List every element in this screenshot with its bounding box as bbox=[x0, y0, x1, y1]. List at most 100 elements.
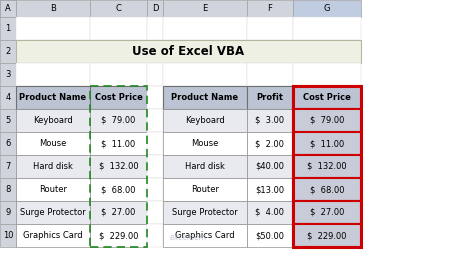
Bar bbox=[16, 201, 90, 224]
Bar bbox=[16, 86, 90, 109]
Bar bbox=[90, 155, 147, 178]
Text: Profit: Profit bbox=[256, 93, 283, 102]
Text: Surge Protector: Surge Protector bbox=[20, 208, 86, 217]
Text: Hard disk: Hard disk bbox=[33, 162, 73, 171]
Text: 9: 9 bbox=[5, 208, 10, 217]
Bar bbox=[90, 86, 147, 247]
Bar bbox=[163, 109, 247, 132]
Text: $  132.00: $ 132.00 bbox=[99, 162, 138, 171]
Bar bbox=[16, 40, 361, 63]
Text: Use of Excel VBA: Use of Excel VBA bbox=[132, 45, 245, 58]
Text: 8: 8 bbox=[5, 185, 11, 194]
Bar bbox=[0, 155, 16, 178]
Text: Router: Router bbox=[39, 185, 67, 194]
Bar bbox=[247, 224, 293, 247]
Text: $  27.00: $ 27.00 bbox=[310, 208, 344, 217]
Bar bbox=[16, 109, 90, 132]
Bar bbox=[16, 63, 90, 86]
Text: B: B bbox=[50, 4, 56, 13]
Bar bbox=[247, 17, 293, 40]
Bar bbox=[247, 155, 293, 178]
Bar bbox=[147, 0, 163, 17]
Text: A: A bbox=[5, 4, 11, 13]
Text: $  229.00: $ 229.00 bbox=[99, 231, 138, 240]
Bar bbox=[90, 86, 147, 109]
Text: $  11.00: $ 11.00 bbox=[101, 139, 136, 148]
Text: $  79.00: $ 79.00 bbox=[101, 116, 136, 125]
Text: $  79.00: $ 79.00 bbox=[310, 116, 344, 125]
Text: $  68.00: $ 68.00 bbox=[310, 185, 344, 194]
Bar bbox=[293, 63, 361, 86]
Text: $  27.00: $ 27.00 bbox=[101, 208, 136, 217]
Bar bbox=[16, 178, 90, 201]
Bar bbox=[0, 178, 16, 201]
Text: $50.00: $50.00 bbox=[255, 231, 284, 240]
Bar bbox=[247, 0, 293, 17]
Bar bbox=[0, 17, 16, 40]
Text: $13.00: $13.00 bbox=[255, 185, 284, 194]
Bar bbox=[0, 201, 16, 224]
Bar bbox=[90, 224, 147, 247]
Text: Cost Price: Cost Price bbox=[303, 93, 351, 102]
Bar bbox=[293, 155, 361, 178]
Text: 3: 3 bbox=[5, 70, 11, 79]
Bar bbox=[16, 155, 90, 178]
Bar bbox=[163, 224, 247, 247]
Text: $  68.00: $ 68.00 bbox=[101, 185, 136, 194]
Bar bbox=[247, 86, 293, 109]
Bar bbox=[163, 0, 247, 17]
Text: E: E bbox=[202, 4, 208, 13]
Bar bbox=[0, 63, 16, 86]
Text: Graphics Card: Graphics Card bbox=[23, 231, 83, 240]
Bar bbox=[0, 109, 16, 132]
Text: 6: 6 bbox=[5, 139, 11, 148]
Bar bbox=[0, 0, 16, 17]
Text: Mouse: Mouse bbox=[39, 139, 67, 148]
Text: $  229.00: $ 229.00 bbox=[307, 231, 347, 240]
Bar bbox=[163, 17, 247, 40]
Bar bbox=[293, 86, 361, 247]
Bar bbox=[90, 0, 147, 17]
Bar bbox=[293, 17, 361, 40]
Bar bbox=[90, 201, 147, 224]
Bar bbox=[293, 178, 361, 201]
Text: Product Name: Product Name bbox=[172, 93, 238, 102]
Bar bbox=[90, 63, 147, 86]
Text: Graphics Card: Graphics Card bbox=[175, 231, 235, 240]
Bar bbox=[147, 86, 163, 109]
Bar bbox=[163, 155, 247, 178]
Text: 10: 10 bbox=[3, 231, 13, 240]
Text: $  2.00: $ 2.00 bbox=[255, 139, 284, 148]
Bar bbox=[147, 201, 163, 224]
Text: Cost Price: Cost Price bbox=[94, 93, 143, 102]
Text: 4: 4 bbox=[5, 93, 10, 102]
Bar bbox=[247, 63, 293, 86]
Bar bbox=[163, 63, 247, 86]
Bar bbox=[293, 86, 361, 109]
Bar bbox=[147, 132, 163, 155]
Bar bbox=[293, 0, 361, 17]
Text: Router: Router bbox=[191, 185, 219, 194]
Text: Surge Protector: Surge Protector bbox=[172, 208, 238, 217]
Bar bbox=[247, 178, 293, 201]
Bar bbox=[0, 86, 16, 109]
Text: G: G bbox=[324, 4, 330, 13]
Bar bbox=[0, 132, 16, 155]
Bar bbox=[147, 178, 163, 201]
Bar bbox=[247, 132, 293, 155]
Text: $  3.00: $ 3.00 bbox=[255, 116, 284, 125]
Polygon shape bbox=[0, 0, 16, 17]
Text: $  132.00: $ 132.00 bbox=[307, 162, 347, 171]
Text: $  11.00: $ 11.00 bbox=[310, 139, 344, 148]
Bar bbox=[147, 63, 163, 86]
Text: exceldem: exceldem bbox=[170, 233, 207, 242]
Bar bbox=[293, 201, 361, 224]
Bar bbox=[16, 17, 90, 40]
Bar bbox=[293, 109, 361, 132]
Text: Keyboard: Keyboard bbox=[33, 116, 73, 125]
Bar bbox=[90, 178, 147, 201]
Text: D: D bbox=[152, 4, 158, 13]
Text: 1: 1 bbox=[5, 24, 10, 33]
Text: 2: 2 bbox=[5, 47, 10, 56]
Text: 5: 5 bbox=[5, 116, 10, 125]
